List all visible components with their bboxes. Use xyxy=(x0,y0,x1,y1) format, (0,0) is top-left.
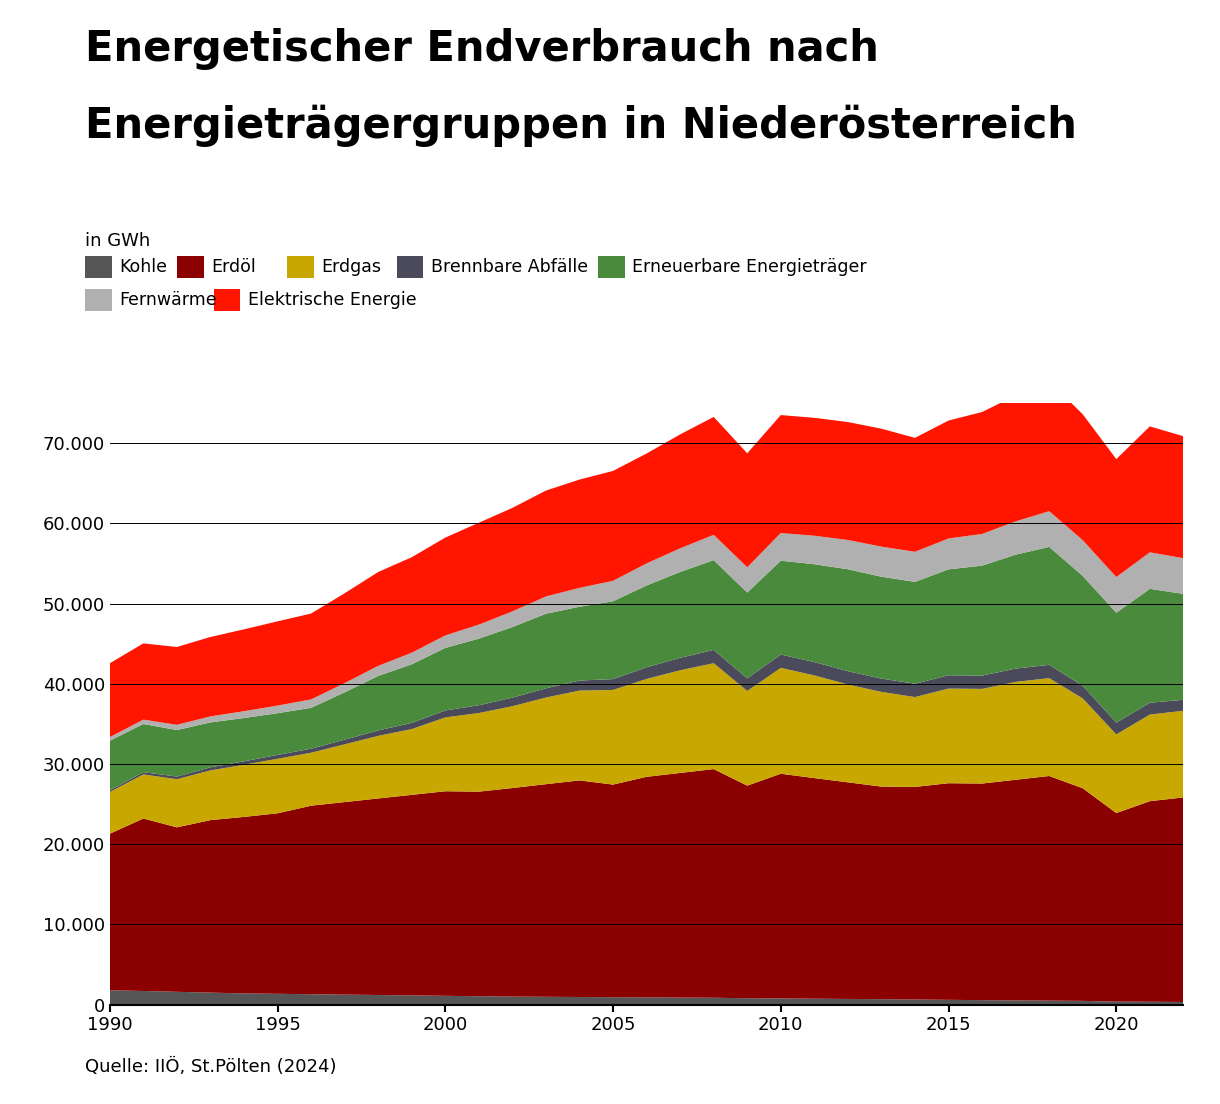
Text: in GWh: in GWh xyxy=(85,232,150,250)
Text: Erneuerbare Energieträger: Erneuerbare Energieträger xyxy=(632,258,866,276)
Text: Elektrische Energie: Elektrische Energie xyxy=(248,291,416,309)
Text: Quelle: IIÖ, St.Pölten (2024): Quelle: IIÖ, St.Pölten (2024) xyxy=(85,1059,337,1076)
Text: Kohle: Kohle xyxy=(120,258,167,276)
Text: Energieträgergruppen in Niederösterreich: Energieträgergruppen in Niederösterreich xyxy=(85,105,1077,147)
Text: Energetischer Endverbrauch nach: Energetischer Endverbrauch nach xyxy=(85,28,880,70)
Text: Erdöl: Erdöl xyxy=(211,258,256,276)
Text: Brennbare Abfälle: Brennbare Abfälle xyxy=(431,258,588,276)
Text: Fernwärme: Fernwärme xyxy=(120,291,217,309)
Text: Erdgas: Erdgas xyxy=(321,258,381,276)
